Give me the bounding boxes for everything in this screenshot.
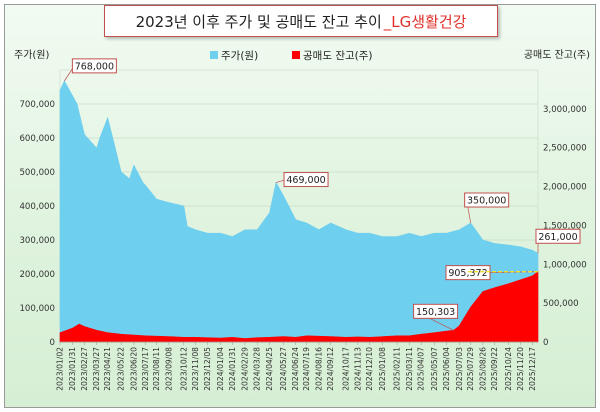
annotation-box-4 xyxy=(445,265,491,281)
annotation-label-5: 150,303 xyxy=(416,307,455,318)
x-tick-13: 2024/01/04 xyxy=(216,347,225,391)
x-tick-9: 2023/09/08 xyxy=(164,347,173,391)
x-tick-22: 2024/09/12 xyxy=(326,347,335,391)
x-tick-19: 2024/06/24 xyxy=(291,347,300,391)
x-tick-6: 2023/06/20 xyxy=(129,347,138,391)
x-tick-27: 2025/02/11 xyxy=(393,347,402,391)
y-right-tick-1: 500,000 xyxy=(543,299,579,309)
y-axis-left-label: 주가(원) xyxy=(14,49,50,61)
y-left-tick-2: 200,000 xyxy=(19,270,55,280)
x-tick-29: 2025/04/07 xyxy=(417,347,426,391)
x-tick-21: 2024/08/16 xyxy=(314,347,323,391)
y-left-tick-7: 700,000 xyxy=(19,100,55,110)
x-tick-36: 2025/10/24 xyxy=(504,347,513,391)
x-tick-35: 2025/09/22 xyxy=(490,347,499,391)
x-tick-5: 2023/05/22 xyxy=(117,347,126,391)
y-left-tick-3: 300,000 xyxy=(19,236,55,246)
legend-label-0: 주가(원) xyxy=(221,50,258,62)
y-left-tick-4: 400,000 xyxy=(19,202,55,212)
annotation-box-5 xyxy=(413,303,459,319)
x-tick-24: 2024/11/13 xyxy=(353,347,362,391)
x-tick-3: 2023/03/27 xyxy=(92,347,101,391)
x-tick-38: 2025/12/17 xyxy=(528,347,537,391)
x-tick-1: 2023/01/31 xyxy=(68,347,77,391)
annotation-label-3: 261,000 xyxy=(538,232,577,243)
chart-title: 2023년 이후 주가 및 공매도 잔고 추이 xyxy=(135,12,382,31)
x-tick-4: 2023/04/21 xyxy=(103,347,112,391)
annotation-box-1 xyxy=(283,172,329,188)
x-tick-10: 2023/10/12 xyxy=(179,347,188,391)
y-right-tick-5: 2,500,000 xyxy=(543,144,587,154)
annotation-box-2 xyxy=(464,192,510,208)
x-tick-25: 2024/12/10 xyxy=(365,347,374,391)
x-tick-37: 2025/11/20 xyxy=(516,347,525,391)
x-tick-30: 2025/05/07 xyxy=(430,347,439,391)
series-areas xyxy=(59,80,539,343)
annotation-label-2: 350,000 xyxy=(467,196,506,207)
legend-swatch-0 xyxy=(210,51,218,59)
x-tick-12: 2023/12/05 xyxy=(203,347,212,391)
x-tick-11: 2023/11/08 xyxy=(191,347,200,391)
y-right-tick-4: 2,000,000 xyxy=(543,183,587,193)
y-left-tick-6: 600,000 xyxy=(19,134,55,144)
legend: 주가(원) 공매도 잔고(주) xyxy=(210,50,373,62)
x-tick-8: 2023/08/11 xyxy=(152,347,161,391)
annotations: 768,000 469,000 350,000 261,000 905,372 150,3… xyxy=(64,58,581,331)
series-area-price xyxy=(59,80,539,343)
x-tick-33: 2025/07/29 xyxy=(466,347,475,391)
y-left-tick-1: 100,000 xyxy=(19,304,55,314)
x-tick-34: 2025/08/26 xyxy=(478,347,487,391)
x-tick-0: 2023/01/02 xyxy=(56,347,65,391)
chart-title-company: _LG생활건강 xyxy=(383,12,467,31)
annotation-label-4: 905,372 xyxy=(448,268,487,279)
annotation-label-0: 768,000 xyxy=(75,61,114,72)
annotation-box-0 xyxy=(71,58,117,74)
x-tick-17: 2024/04/25 xyxy=(265,347,274,391)
series-area-short-balance xyxy=(59,270,539,343)
x-tick-16: 2024/03/28 xyxy=(253,347,262,391)
annotation-box-3 xyxy=(535,228,581,244)
x-tick-2: 2023/02/27 xyxy=(80,347,89,391)
x-tick-7: 2023/07/17 xyxy=(141,347,150,391)
annotation-label-1: 469,000 xyxy=(286,175,325,186)
y-left-tick-0: 0 xyxy=(50,338,55,348)
y-right-tick-3: 1,500,000 xyxy=(543,221,587,231)
y-right-tick-6: 3,000,000 xyxy=(543,105,587,115)
x-tick-28: 2025/03/11 xyxy=(405,347,414,391)
x-tick-14: 2024/01/31 xyxy=(228,347,237,391)
legend-swatch-1 xyxy=(292,51,300,59)
y-axis-right-label: 공매도 잔고(주) xyxy=(524,49,590,61)
x-tick-32: 2025/07/03 xyxy=(455,347,464,391)
x-tick-23: 2024/10/17 xyxy=(342,347,351,391)
axes: 0 100,000 200,000 300,000 400,000 500,000 600,… xyxy=(19,100,586,391)
x-tick-31: 2025/06/04 xyxy=(442,347,451,391)
x-tick-15: 2024/02/29 xyxy=(240,347,249,391)
y-right-tick-2: 1,000,000 xyxy=(543,260,587,270)
y-right-tick-0: 0 xyxy=(543,338,548,348)
x-tick-18: 2024/05/27 xyxy=(279,347,288,391)
legend-label-1: 공매도 잔고(주) xyxy=(303,50,373,62)
x-tick-20: 2024/07/19 xyxy=(302,347,311,391)
x-tick-26: 2025/01/08 xyxy=(378,347,387,391)
y-left-tick-5: 500,000 xyxy=(19,168,55,178)
chart-title-box: 2023년 이후 주가 및 공매도 잔고 추이 _LG생활건강 xyxy=(104,5,498,37)
